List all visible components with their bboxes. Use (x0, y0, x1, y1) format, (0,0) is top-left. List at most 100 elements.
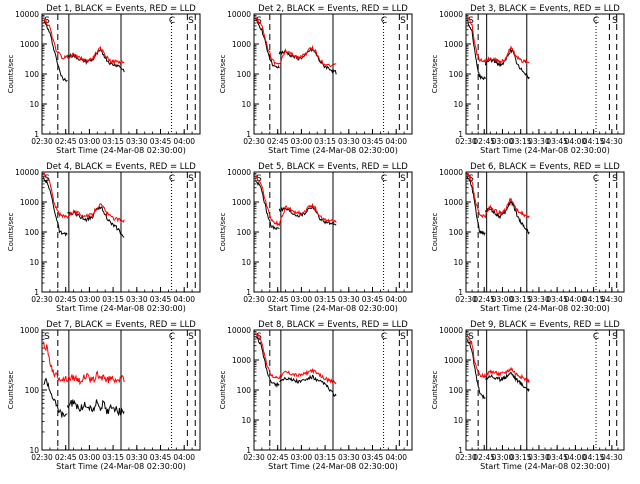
series-line-black (43, 377, 68, 418)
series-line-black (255, 18, 280, 69)
x-tick-label: 04:00 (385, 453, 407, 462)
x-tick-label: 02:30 (31, 137, 53, 146)
series-line-red (255, 17, 337, 68)
y-tick-label: 1 (458, 446, 463, 455)
y-tick-label: 10000 (227, 10, 251, 19)
series-line-black (43, 176, 68, 237)
y-axis-label: Counts/sec (7, 55, 15, 94)
x-tick-label: 04:00 (385, 137, 407, 146)
y-tick-label: 100 (237, 228, 252, 237)
x-tick-label: 04:30 (601, 453, 623, 462)
x-tick-label: 02:45 (473, 137, 495, 146)
x-axis-label: Start Time (24-Mar-08 02:30:00) (56, 462, 186, 471)
y-tick-label: 10 (241, 416, 251, 425)
marker-C: C (381, 174, 387, 184)
x-tick-label: 04:00 (173, 137, 195, 146)
marker-S: S (256, 174, 262, 184)
y-tick-label: 100 (25, 70, 40, 79)
chart-panel: Det 4, BLACK = Events, RED = LLD 1 10 100 10… (7, 162, 201, 313)
series-line-black (278, 204, 337, 226)
y-tick-label: 1000 (444, 356, 463, 365)
marker-S: S (44, 332, 50, 342)
x-tick-label: 03:15 (314, 453, 336, 462)
x-tick-label: 03:00 (492, 453, 514, 462)
y-tick-label: 100 (25, 228, 40, 237)
y-tick-label: 1000 (20, 326, 39, 335)
x-tick-label: 03:45 (546, 295, 568, 304)
chart-panel: Det 6, BLACK = Events, RED = LLD 1 10 100 10… (431, 162, 625, 313)
x-tick-label: 04:00 (173, 453, 195, 462)
series-line-black (255, 335, 280, 388)
y-tick-label: 100 (25, 386, 40, 395)
chart-title: Det 2, BLACK = Events, RED = LLD (258, 4, 408, 14)
x-tick-label: 02:30 (243, 137, 265, 146)
y-tick-label: 10 (29, 258, 39, 267)
x-axis-label: Start Time (24-Mar-08 02:30:00) (56, 146, 186, 155)
series-line-red (466, 171, 530, 219)
y-tick-label: 100 (237, 70, 252, 79)
marker-C: C (593, 174, 599, 184)
chart-title: Det 6, BLACK = Events, RED = LLD (470, 162, 620, 172)
y-tick-label: 10000 (439, 10, 463, 19)
y-tick-label: 1 (34, 288, 39, 297)
y-tick-label: 10 (29, 100, 39, 109)
marker-C: C (381, 332, 387, 342)
chart-panel: Det 1, BLACK = Events, RED = LLD 1 10 100 10… (7, 4, 201, 155)
y-tick-label: 10000 (439, 168, 463, 177)
x-tick-label: 04:00 (173, 295, 195, 304)
x-tick-label: 03:30 (528, 453, 550, 462)
x-tick-label: 02:30 (31, 295, 53, 304)
x-tick-label: 03:00 (79, 137, 101, 146)
x-tick-label: 02:30 (31, 453, 53, 462)
y-tick-label: 10000 (15, 10, 39, 19)
chart-panel: Det 9, BLACK = Events, RED = LLD 1 10 100 10… (431, 320, 625, 471)
y-tick-label: 10 (453, 100, 463, 109)
x-tick-label: 04:00 (565, 137, 587, 146)
x-tick-label: 03:45 (362, 453, 384, 462)
x-tick-label: 02:45 (267, 453, 289, 462)
x-tick-label: 03:45 (362, 137, 384, 146)
x-axis-label: Start Time (24-Mar-08 02:30:00) (480, 462, 610, 471)
y-tick-label: 1000 (232, 356, 251, 365)
x-tick-label: 03:30 (528, 137, 550, 146)
x-tick-label: 02:45 (267, 137, 289, 146)
x-tick-label: 03:15 (314, 295, 336, 304)
y-tick-label: 10000 (227, 168, 251, 177)
x-tick-label: 03:45 (150, 453, 172, 462)
y-tick-label: 10000 (439, 326, 463, 335)
marker-S: S (468, 332, 474, 342)
x-tick-label: 04:00 (565, 295, 587, 304)
x-tick-label: 04:30 (601, 137, 623, 146)
x-tick-label: 02:45 (473, 295, 495, 304)
x-tick-label: 03:30 (338, 453, 360, 462)
y-tick-label: 1 (34, 130, 39, 139)
x-tick-label: 02:30 (455, 295, 477, 304)
x-tick-label: 02:45 (55, 137, 77, 146)
x-tick-label: 03:30 (338, 295, 360, 304)
y-tick-label: 1000 (20, 40, 39, 49)
y-tick-label: 1 (246, 130, 251, 139)
x-tick-label: 04:00 (385, 295, 407, 304)
y-tick-label: 1000 (232, 40, 251, 49)
chart-title: Det 9, BLACK = Events, RED = LLD (470, 320, 620, 330)
y-tick-label: 10 (453, 258, 463, 267)
x-axis-label: Start Time (24-Mar-08 02:30:00) (268, 304, 398, 313)
series-line-black (43, 20, 68, 82)
series-line-black (484, 200, 530, 235)
chart-title: Det 4, BLACK = Events, RED = LLD (46, 162, 196, 172)
y-tick-label: 1 (458, 288, 463, 297)
series-line-black (466, 19, 486, 81)
x-tick-label: 02:45 (267, 295, 289, 304)
x-tick-label: 03:15 (314, 137, 336, 146)
x-tick-label: 03:45 (150, 137, 172, 146)
x-axis-label: Start Time (24-Mar-08 02:30:00) (480, 146, 610, 155)
y-tick-label: 1 (458, 130, 463, 139)
marker-S: S (468, 16, 474, 26)
series-line-black (255, 179, 280, 231)
x-tick-label: 03:15 (510, 137, 532, 146)
y-axis-label: Counts/sec (219, 371, 227, 410)
y-tick-label: 100 (449, 386, 464, 395)
x-tick-label: 03:00 (492, 137, 514, 146)
